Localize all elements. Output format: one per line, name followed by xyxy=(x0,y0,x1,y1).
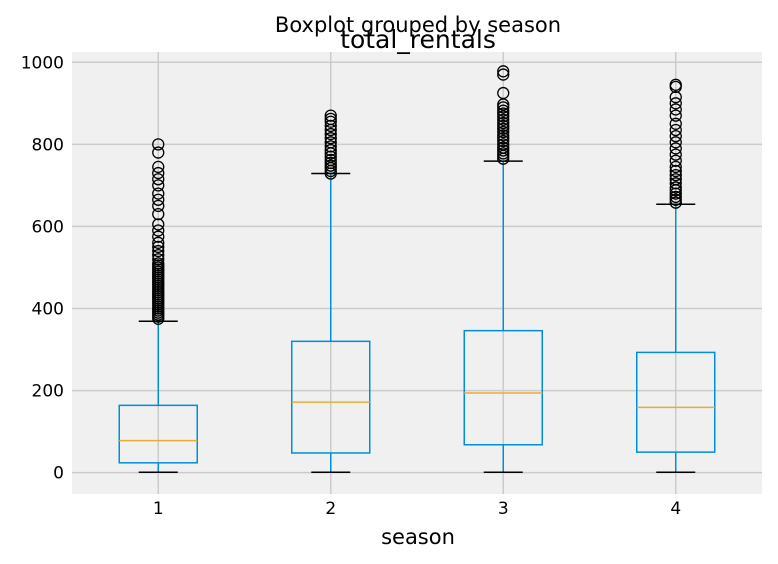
outlier-point xyxy=(669,90,682,104)
x-tick-label: 1 xyxy=(153,499,164,519)
y-tick-label: 800 xyxy=(32,135,64,155)
outlier-point xyxy=(669,109,682,122)
outlier-point xyxy=(152,253,165,266)
outlier-point xyxy=(152,179,165,192)
iqr-box xyxy=(636,351,716,453)
iqr-box xyxy=(463,329,543,446)
iqr-box xyxy=(291,340,371,454)
outlier-point xyxy=(152,207,165,221)
outlier-point xyxy=(669,129,682,143)
outlier-point xyxy=(497,147,510,160)
outlier-point xyxy=(497,68,510,81)
outlier-point xyxy=(324,119,337,133)
outlier-point xyxy=(152,166,165,180)
outlier-point xyxy=(324,143,337,157)
outlier-point xyxy=(669,160,682,174)
outlier-point xyxy=(152,230,165,243)
x-tick-label: 2 xyxy=(325,499,336,519)
outlier-point xyxy=(152,218,165,231)
outlier-point xyxy=(669,196,682,209)
outlier-point xyxy=(497,104,510,117)
chart-title: total_rentals xyxy=(340,25,496,54)
outlier-point xyxy=(497,141,510,154)
outlier-point xyxy=(669,97,682,110)
outlier-point xyxy=(497,132,510,145)
outlier-point xyxy=(324,150,337,163)
x-tick-label: 4 xyxy=(670,499,681,519)
outlier-point xyxy=(324,112,337,126)
outlier-point xyxy=(152,193,165,206)
outlier-point xyxy=(497,122,510,135)
outlier-point xyxy=(497,134,510,148)
outlier-point xyxy=(497,119,510,133)
box-group-season-1 xyxy=(118,138,198,473)
box-group-season-2 xyxy=(291,109,371,473)
plot-area xyxy=(72,52,762,494)
y-tick-label: 1000 xyxy=(21,53,64,73)
box-group-season-3 xyxy=(463,65,543,473)
outlier-point xyxy=(669,117,682,130)
box-group-season-4 xyxy=(636,78,716,473)
outlier-point xyxy=(497,144,510,157)
tick-labels-layer: 0 200 400 600 800 1000 1 2 3 4 xyxy=(21,53,681,519)
outlier-point xyxy=(669,181,682,194)
y-tick-label: 0 xyxy=(53,464,64,484)
outlier-point xyxy=(152,224,165,237)
outlier-point xyxy=(669,187,682,200)
outlier-point xyxy=(669,164,682,178)
outlier-point xyxy=(152,173,165,186)
outlier-point xyxy=(497,138,510,151)
outlier-point xyxy=(497,86,510,100)
iqr-box xyxy=(118,404,198,464)
outlier-point xyxy=(669,177,682,190)
outlier-point xyxy=(152,160,165,174)
outlier-point xyxy=(152,244,165,258)
outlier-point xyxy=(669,193,682,206)
outlier-point xyxy=(497,107,510,120)
outlier-point xyxy=(497,110,510,123)
y-tick-label: 200 xyxy=(32,382,64,402)
outlier-point xyxy=(669,168,682,182)
outlier-point xyxy=(669,190,682,204)
outlier-point xyxy=(324,132,337,145)
outlier-point xyxy=(669,154,682,167)
outlier-point xyxy=(152,138,165,151)
outlier-point xyxy=(497,125,510,139)
x-axis-label: season xyxy=(381,525,455,549)
y-tick-label: 600 xyxy=(32,217,64,237)
outlier-point xyxy=(152,248,165,262)
outlier-point xyxy=(669,78,682,91)
outlier-point xyxy=(669,142,682,155)
outlier-point xyxy=(497,65,510,78)
outlier-point xyxy=(324,109,337,122)
outlier-point xyxy=(152,146,165,159)
outlier-point xyxy=(669,148,682,161)
outlier-point xyxy=(669,136,682,149)
outlier-point xyxy=(324,159,337,172)
x-tick-label: 3 xyxy=(498,499,509,519)
outlier-point xyxy=(324,127,337,141)
outlier-point xyxy=(152,187,165,200)
outlier-point xyxy=(324,115,337,128)
outlier-point xyxy=(497,116,510,130)
chart-suptitle: Boxplot grouped by season xyxy=(275,13,561,37)
outlier-point xyxy=(152,257,165,270)
outlier-point xyxy=(324,156,337,169)
outlier-point xyxy=(497,101,510,114)
outlier-point xyxy=(669,103,682,116)
outlier-point xyxy=(324,153,337,167)
outlier-point xyxy=(152,199,165,213)
outlier-point xyxy=(324,140,337,153)
outlier-point xyxy=(324,136,337,149)
y-tick-label: 400 xyxy=(32,299,64,319)
outlier-point xyxy=(152,240,165,254)
outlier-point xyxy=(152,236,165,249)
boxes-layer xyxy=(118,65,716,473)
outlier-point xyxy=(669,173,682,186)
outlier-point xyxy=(497,113,510,126)
outlier-point xyxy=(669,123,682,137)
outlier-point xyxy=(497,129,510,142)
